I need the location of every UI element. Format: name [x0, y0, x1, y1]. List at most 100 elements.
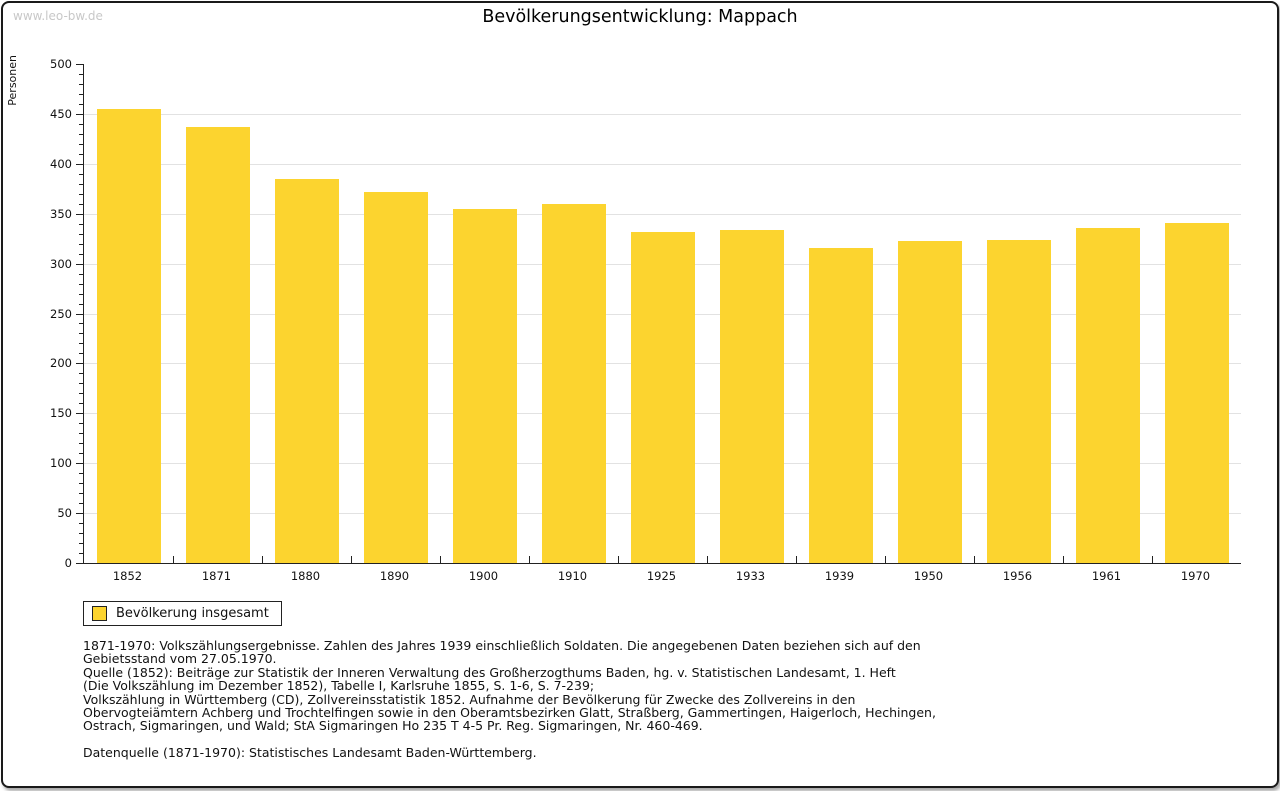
- y-axis-tick: [79, 533, 83, 534]
- y-axis-tick-label: 250: [50, 306, 72, 321]
- bar-1880: [274, 178, 339, 563]
- bar-1852: [96, 108, 161, 563]
- y-axis-tick: [79, 473, 83, 474]
- x-axis-tick: [1063, 556, 1064, 563]
- watermark: www.leo-bw.de: [13, 9, 103, 23]
- y-axis-tick: [79, 433, 83, 434]
- y-axis-tick: [79, 403, 83, 404]
- y-axis-tick: [79, 323, 83, 324]
- y-axis-tick: [79, 383, 83, 384]
- x-axis-tick: [440, 556, 441, 563]
- legend-label: Bevölkerung insgesamt: [116, 606, 269, 621]
- bar-1890: [363, 191, 428, 563]
- x-axis-tick-label: 1956: [1002, 569, 1033, 583]
- y-axis-tick: [76, 463, 83, 464]
- x-axis-tick-label: 1939: [824, 569, 855, 583]
- y-axis-tick: [79, 284, 83, 285]
- y-axis-tick: [79, 244, 83, 245]
- note-line: Quelle (1852): Beiträge zur Statistik de…: [83, 664, 896, 680]
- y-axis-tick: [79, 443, 83, 444]
- note-line: Ostrach, Sigmaringen, und Wald; StA Sigm…: [83, 718, 703, 734]
- y-axis-tick: [79, 274, 83, 275]
- y-axis-tick: [79, 224, 83, 225]
- note-line: (Die Volkszählung im Dezember 1852), Tab…: [83, 678, 595, 694]
- y-axis-tick: [79, 553, 83, 554]
- y-axis-tick: [79, 493, 83, 494]
- x-axis-tick: [707, 556, 708, 563]
- y-axis-tick: [79, 294, 83, 295]
- y-axis-tick: [76, 214, 83, 215]
- y-axis-tick: [76, 563, 83, 564]
- x-axis-tick-label: 1961: [1091, 569, 1122, 583]
- y-axis-tick: [76, 114, 83, 115]
- bar-1950: [897, 240, 962, 563]
- x-axis-tick: [529, 556, 530, 563]
- y-axis-tick-label: 450: [50, 106, 72, 121]
- y-axis-tick: [79, 453, 83, 454]
- y-axis-labels: 0 50 100 150 200 250 300 350 400 450 500: [3, 57, 72, 574]
- y-axis-tick: [79, 154, 83, 155]
- x-axis-tick: [1152, 556, 1153, 563]
- source-notes: 1871-1970: Volkszählungsergebnisse. Zahl…: [83, 639, 1203, 733]
- y-axis-tick-label: 500: [50, 57, 72, 71]
- bar-1900: [452, 208, 517, 563]
- y-axis-tick: [79, 304, 83, 305]
- legend: Bevölkerung insgesamt: [83, 601, 282, 626]
- x-axis-tick: [796, 556, 797, 563]
- bar-1871: [185, 126, 250, 563]
- note-line: Obervogteiämtern Achberg und Trochtelfin…: [83, 705, 936, 721]
- note-line: 1871-1970: Volkszählungsergebnisse. Zahl…: [83, 638, 921, 653]
- y-axis-tick: [79, 194, 83, 195]
- bar-1910: [541, 203, 606, 563]
- y-axis-tick: [76, 413, 83, 414]
- bar-1961: [1075, 227, 1140, 563]
- y-axis-tick: [76, 164, 83, 165]
- datasource-line: Datenquelle (1871-1970): Statistisches L…: [83, 745, 537, 760]
- x-axis-tick-label: 1890: [379, 569, 410, 583]
- y-axis-tick-label: 50: [57, 506, 72, 521]
- y-axis-tick-label: 400: [50, 156, 72, 171]
- bar-1956: [986, 239, 1051, 563]
- bar-1970: [1164, 222, 1229, 563]
- plot-area: [76, 64, 1241, 564]
- y-axis-tick: [76, 264, 83, 265]
- gridline: [84, 213, 1241, 215]
- y-axis-tick-label: 0: [64, 556, 72, 570]
- gridline: [84, 113, 1241, 115]
- x-axis-labels: 1852 1871 1880 1890 1900 1910 1925 1933 1939 1950…: [83, 569, 1240, 587]
- x-axis-tick: [885, 556, 886, 563]
- y-axis-tick: [79, 543, 83, 544]
- y-axis-tick: [76, 314, 83, 315]
- x-axis-tick-label: 1925: [646, 569, 677, 583]
- y-axis-tick: [79, 343, 83, 344]
- y-axis-tick: [79, 373, 83, 374]
- y-axis-tick-label: 100: [50, 456, 72, 471]
- y-axis-tick: [79, 174, 83, 175]
- x-axis-tick-label: 1852: [112, 569, 143, 583]
- y-axis-tick: [79, 84, 83, 85]
- y-axis-tick: [79, 423, 83, 424]
- y-axis-tick-label: 300: [50, 256, 72, 271]
- bar-1939: [808, 247, 873, 563]
- x-axis-tick-label: 1933: [735, 569, 766, 583]
- y-axis-tick: [76, 64, 83, 65]
- y-axis-tick: [79, 503, 83, 504]
- y-axis-tick: [79, 234, 83, 235]
- y-axis-tick: [79, 94, 83, 95]
- y-axis-tick: [79, 254, 83, 255]
- x-axis-tick-label: 1900: [468, 569, 499, 583]
- y-axis-tick: [79, 353, 83, 354]
- legend-swatch-icon: [92, 606, 107, 621]
- bar-1925: [630, 231, 695, 563]
- y-axis-tick: [79, 393, 83, 394]
- gridline: [84, 163, 1241, 165]
- x-axis-tick: [351, 556, 352, 563]
- y-axis-tick: [79, 124, 83, 125]
- y-axis-tick: [79, 144, 83, 145]
- x-axis-tick: [262, 556, 263, 563]
- y-axis-tick: [79, 184, 83, 185]
- y-axis-tick: [79, 74, 83, 75]
- x-axis-tick-label: 1871: [201, 569, 232, 583]
- y-axis-tick: [79, 523, 83, 524]
- x-axis-tick-label: 1970: [1180, 569, 1211, 583]
